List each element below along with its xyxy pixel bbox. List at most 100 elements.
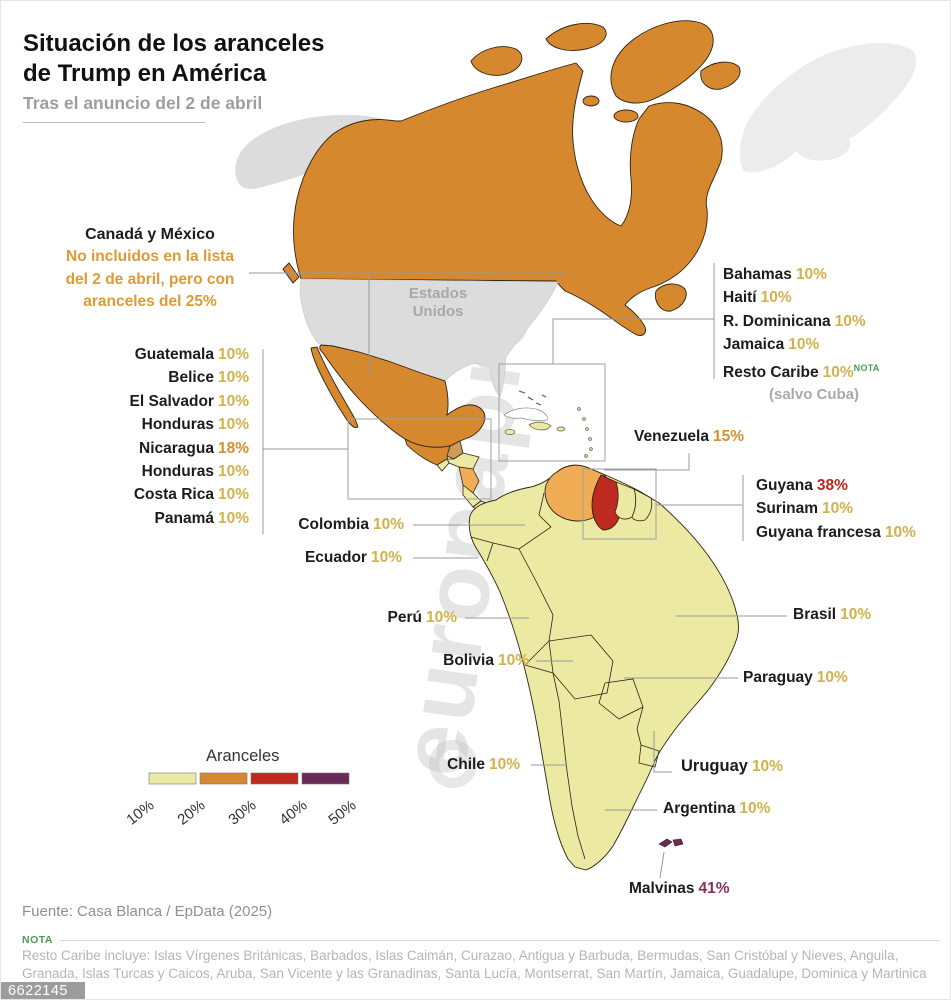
- tariff-value: 10%: [488, 756, 520, 773]
- tariff-label-costa-rica: Costa Rica 10%: [130, 483, 249, 506]
- note-line-1: Resto Caribe incluye: Islas Vírgenes Bri…: [22, 948, 899, 963]
- legend-swatch-20-30: [199, 772, 248, 785]
- country-name: Panamá: [154, 509, 214, 527]
- country-name: Bahamas: [723, 266, 792, 283]
- map-islands-malvinas: [658, 838, 684, 848]
- country-name: Chile: [447, 756, 485, 773]
- tariff-value: 10%: [217, 509, 249, 527]
- connector-lines: [249, 263, 787, 879]
- annotation-line-2: del 2 de abril, pero con: [65, 270, 235, 288]
- tariff-label-panama: Panamá 10%: [130, 507, 249, 530]
- legend-title: Aranceles: [206, 747, 280, 765]
- tariff-label-jamaica: Jamaica 10%: [723, 333, 880, 356]
- tariff-value: 10%: [217, 486, 249, 504]
- map-country-cuba: [503, 407, 548, 422]
- legend-swatch-30-40: [250, 772, 299, 785]
- nota-superscript: NOTA: [853, 362, 880, 373]
- country-name: Resto Caribe: [723, 363, 819, 381]
- tariff-label-guyana: Guyana 38%: [756, 474, 916, 497]
- tariff-label-el-salvador: El Salvador 10%: [130, 390, 249, 413]
- tariff-label-surinam: Surinam 10%: [756, 497, 916, 520]
- tariff-value: 41%: [698, 880, 730, 897]
- tariff-label-malvinas: Malvinas 41%: [629, 880, 730, 898]
- tariff-value: 10%: [840, 606, 872, 623]
- tariff-value: 10%: [217, 463, 249, 481]
- map-country-honduras: [446, 452, 480, 470]
- tariff-label-uruguay: Uruguay 10%: [681, 757, 783, 776]
- tariff-label-honduras-2: Honduras 10%: [130, 460, 249, 483]
- tariff-label-resto-caribe: Resto Caribe 10%NOTA: [723, 357, 880, 385]
- tariff-label-colombia: Colombia 10%: [298, 516, 404, 534]
- tariff-value: 10%: [884, 523, 916, 541]
- annotation-line-3: aranceles del 25%: [83, 293, 217, 310]
- subtitle-rule: [23, 122, 205, 123]
- note-line-2: Granada, Islas Turcas y Caicos, Aruba, S…: [22, 965, 927, 981]
- tariff-label-nicaragua: Nicaragua 18%: [130, 437, 249, 460]
- tariff-label-argentina: Argentina 10%: [663, 800, 770, 818]
- legend-tick-40: 40%: [276, 797, 310, 829]
- map-country-nicaragua: [458, 466, 480, 494]
- note-text: Resto Caribe incluye: Islas Vírgenes Bri…: [22, 947, 942, 982]
- tariff-label-bolivia: Bolivia 10%: [443, 652, 529, 670]
- caribbean-exception: (salvo Cuba): [769, 386, 860, 404]
- tariff-value: 38%: [816, 477, 848, 494]
- nota-rule: [59, 940, 941, 941]
- tariff-label-peru: Perú 10%: [388, 609, 458, 627]
- country-name: Belice: [168, 369, 214, 387]
- map-country-french-guiana: [631, 488, 653, 522]
- tariff-value: 10%: [751, 758, 783, 775]
- usa-label-line-2: Unidos: [412, 303, 464, 320]
- country-name: Venezuela: [634, 428, 709, 445]
- map-island-jamaica: [504, 429, 516, 435]
- country-name: Haití: [723, 289, 757, 307]
- tariff-value: 10%: [425, 609, 457, 626]
- country-name: Malvinas: [629, 880, 695, 897]
- legend-tick-10: 10%: [123, 797, 157, 829]
- country-name: Paraguay: [743, 669, 813, 686]
- tariff-label-chile: Chile 10%: [447, 756, 520, 774]
- caribbean-box: [498, 363, 606, 462]
- tariff-value: 10%: [370, 549, 402, 566]
- tariff-value: 10%: [217, 392, 249, 410]
- country-name: Perú: [387, 609, 422, 626]
- country-name: Guatemala: [134, 346, 214, 363]
- country-name: Surinam: [756, 500, 819, 518]
- guianas-box: [582, 468, 657, 540]
- page-subtitle: Tras el anuncio del 2 de abril: [23, 93, 263, 113]
- tariff-value: 10%: [795, 266, 827, 283]
- tariff-value: 15%: [712, 428, 744, 445]
- country-name: Ecuador: [304, 549, 367, 566]
- title-line-1: Situación de los aranceles: [23, 30, 325, 57]
- legend-tick-30: 30%: [225, 797, 259, 829]
- map-islands-bahamas: [518, 390, 547, 406]
- map-islands-lesser-antilles: [577, 407, 593, 458]
- central-america-box: [347, 418, 492, 500]
- annotation-canada-mexico: Canadá y México No incluidos en la lista…: [59, 223, 241, 314]
- page-title: Situación de los aranceles de Trump en A…: [23, 29, 324, 89]
- usa-label-line-1: Estados: [408, 285, 468, 302]
- tariff-label-belice: Belice 10%: [130, 366, 249, 389]
- annotation-line-1: No incluidos en la lista: [66, 248, 234, 265]
- map-country-mexico: [310, 344, 486, 448]
- source-text: Fuente: Casa Blanca / EpData (2025): [22, 903, 273, 920]
- nota-label: NOTA: [22, 934, 53, 946]
- tariff-value: 10%: [760, 289, 792, 307]
- country-name: Uruguay: [681, 757, 748, 775]
- tariff-value: 10%: [217, 346, 249, 363]
- annotation-title: Canadá y México: [85, 226, 215, 243]
- tariff-value: 10%: [822, 500, 854, 518]
- country-name: R. Dominicana: [723, 312, 831, 330]
- country-name: Bolivia: [443, 652, 494, 669]
- tariff-label-venezuela: Venezuela 15%: [634, 428, 744, 446]
- tariff-value: 10%: [788, 336, 820, 354]
- tariff-value: 10%: [816, 669, 848, 686]
- legend-tick-20: 20%: [174, 797, 208, 829]
- tariff-value: 10%: [739, 800, 771, 817]
- tariff-value: 10%: [497, 652, 529, 669]
- tariff-value: 10%: [217, 369, 249, 387]
- map-country-canada: [282, 20, 741, 336]
- tariff-label-haiti: Haití 10%: [723, 286, 880, 309]
- country-name: Costa Rica: [133, 486, 214, 504]
- legend-swatch-40-50: [301, 772, 350, 785]
